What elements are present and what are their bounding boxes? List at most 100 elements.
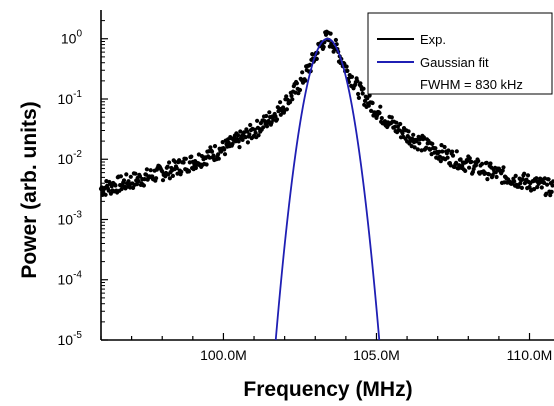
exp-data-point: [118, 174, 123, 179]
exp-data-point: [134, 182, 140, 187]
exp-data-point: [222, 147, 227, 152]
y-tick-label: 10-3: [58, 209, 83, 227]
exp-data-point: [360, 91, 365, 96]
exp-data-point: [193, 165, 198, 171]
exp-data-point: [167, 160, 172, 165]
exp-data-point: [297, 87, 303, 93]
exp-data-point: [417, 141, 422, 146]
y-tick-label: 100: [61, 29, 83, 47]
exp-data-point: [128, 174, 133, 179]
x-tick-label: 110.0M: [507, 347, 553, 363]
exp-data-point: [355, 78, 360, 84]
exp-data-point: [551, 179, 554, 184]
exp-data-point: [437, 149, 442, 154]
exp-data-point: [442, 144, 447, 150]
exp-data-point: [328, 31, 333, 36]
exp-data-point: [236, 139, 241, 144]
exp-data-point: [274, 117, 280, 122]
exp-data-point: [534, 176, 539, 181]
exp-data-point: [520, 177, 525, 182]
exp-data-point: [278, 112, 283, 117]
exp-data-point: [545, 182, 550, 187]
exp-data-point: [126, 179, 131, 184]
exp-data-point: [183, 156, 188, 161]
exp-data-point: [349, 74, 355, 79]
exp-data-point: [412, 145, 417, 150]
exp-data-point: [367, 93, 372, 98]
exp-data-point: [154, 176, 159, 181]
exp-data-point: [211, 153, 216, 158]
exp-data-point: [141, 183, 146, 188]
exp-data-point: [361, 86, 366, 91]
exp-data-point: [170, 173, 175, 178]
exp-data-point: [173, 159, 178, 164]
exp-data-point: [163, 174, 168, 179]
exp-data-point: [454, 160, 459, 165]
exp-data-point: [450, 153, 456, 158]
exp-data-point: [366, 103, 371, 108]
gaussian-fit-series: [274, 37, 381, 341]
exp-data-point: [356, 95, 361, 100]
exp-data-point: [119, 186, 124, 192]
exp-data-point: [216, 152, 221, 157]
exp-data-point: [103, 192, 108, 197]
exp-data-point: [439, 143, 444, 148]
exp-data-point: [485, 177, 490, 182]
exp-data-point: [445, 155, 450, 160]
exp-data-point: [456, 166, 461, 171]
exp-data-point: [377, 110, 382, 116]
exp-data-point: [235, 133, 241, 138]
exp-data-point: [226, 140, 231, 145]
exp-data-point: [186, 169, 192, 174]
exp-data-point: [463, 168, 468, 173]
x-tick-label: 105.0M: [353, 347, 400, 363]
exp-data-point: [209, 149, 215, 154]
exp-data-point: [212, 144, 218, 149]
exp-data-point: [303, 78, 308, 83]
exp-data-point: [222, 152, 228, 157]
exp-series: [98, 29, 554, 198]
exp-data-point: [512, 179, 517, 184]
exp-data-point: [433, 146, 438, 151]
exp-data-point: [549, 189, 554, 194]
exp-data-point: [458, 157, 463, 162]
exp-data-point: [488, 161, 493, 166]
exp-data-point: [165, 164, 170, 169]
exp-data-point: [421, 135, 426, 140]
exp-data-point: [208, 145, 213, 150]
exp-data-point: [238, 129, 243, 134]
exp-data-point: [174, 166, 179, 171]
exp-data-point: [484, 160, 489, 165]
exp-data-point: [148, 168, 153, 173]
exp-data-point: [356, 91, 361, 97]
exp-data-point: [204, 162, 209, 167]
exp-data-point: [389, 115, 394, 120]
exp-data-point: [378, 104, 383, 109]
exp-data-point: [124, 172, 129, 177]
plot-frame: [100, 10, 554, 341]
exp-data-point: [415, 147, 420, 152]
exp-data-point: [300, 70, 305, 75]
y-tick-label: 10-4: [58, 270, 83, 288]
exp-data-point: [513, 173, 518, 178]
exp-data-point: [264, 113, 269, 119]
exp-data-point: [454, 149, 459, 154]
exp-data-point: [438, 159, 443, 164]
exp-data-point: [480, 161, 485, 166]
exp-data-point: [394, 120, 399, 125]
exp-data-point: [144, 167, 149, 172]
y-axis-label: Power (arb. units): [18, 101, 41, 278]
exp-data-point: [144, 172, 149, 177]
exp-data-point: [400, 131, 405, 136]
exp-data-point: [314, 56, 319, 62]
exp-data-point: [550, 183, 554, 188]
exp-data-point: [486, 172, 492, 177]
y-tick-label: 10-1: [58, 89, 83, 107]
exp-data-point: [379, 116, 384, 121]
exp-data-point: [370, 100, 375, 106]
exp-data-point: [296, 91, 301, 96]
exp-data-point: [307, 62, 312, 67]
fwhm-annotation: FWHM = 830 kHz: [420, 77, 523, 92]
gaussian-fit-line: [274, 37, 381, 341]
